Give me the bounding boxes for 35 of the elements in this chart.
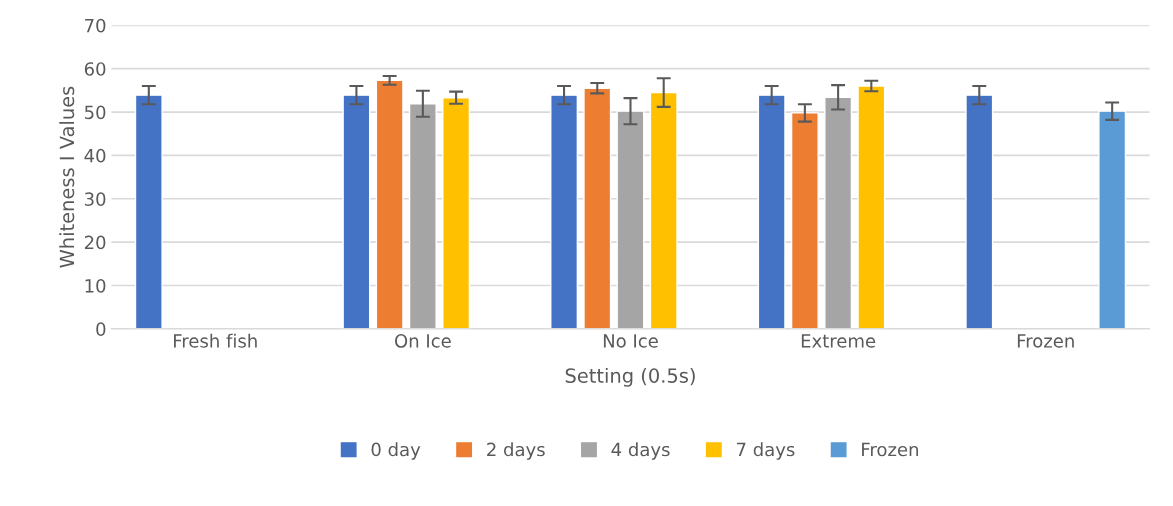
bar — [616, 110, 645, 329]
legend-label: 4 days — [611, 442, 670, 460]
legend-label: 0 day — [371, 442, 421, 460]
x-tick-label: No Ice — [603, 334, 658, 348]
bar — [442, 97, 471, 329]
bar — [1098, 110, 1127, 329]
y-axis-title: Whiteness I Values — [59, 86, 75, 268]
y-tick-label: 50 — [84, 105, 106, 120]
bar — [583, 87, 612, 329]
y-tick-label: 40 — [84, 148, 106, 163]
x-tick-label: Extreme — [801, 334, 876, 348]
y-tick-label: 10 — [85, 278, 106, 293]
bar — [790, 112, 819, 329]
bar — [342, 94, 371, 329]
legend-label: Frozen — [862, 442, 918, 457]
x-tick-label: Fresh fish — [174, 333, 257, 348]
bar — [824, 96, 853, 329]
bar — [649, 91, 678, 329]
x-tick-label: Frozen — [1017, 334, 1074, 348]
x-axis-title: Setting (0.5s) — [565, 367, 695, 387]
y-tick-label: 0 — [96, 322, 106, 337]
bar — [408, 103, 437, 329]
y-tick-label: 30 — [84, 192, 106, 206]
y-tick-label: 60 — [84, 62, 106, 76]
bar — [550, 94, 579, 329]
bar — [375, 79, 404, 329]
y-tick-label: 70 — [85, 18, 106, 33]
bar — [757, 94, 786, 329]
bar — [857, 85, 886, 329]
legend-label: 7 days — [736, 442, 795, 460]
bar — [965, 94, 994, 329]
y-tick-label: 20 — [84, 235, 106, 250]
bar — [134, 94, 163, 329]
x-tick-label: On Ice — [395, 334, 451, 348]
legend-label: 2 days — [487, 442, 545, 460]
